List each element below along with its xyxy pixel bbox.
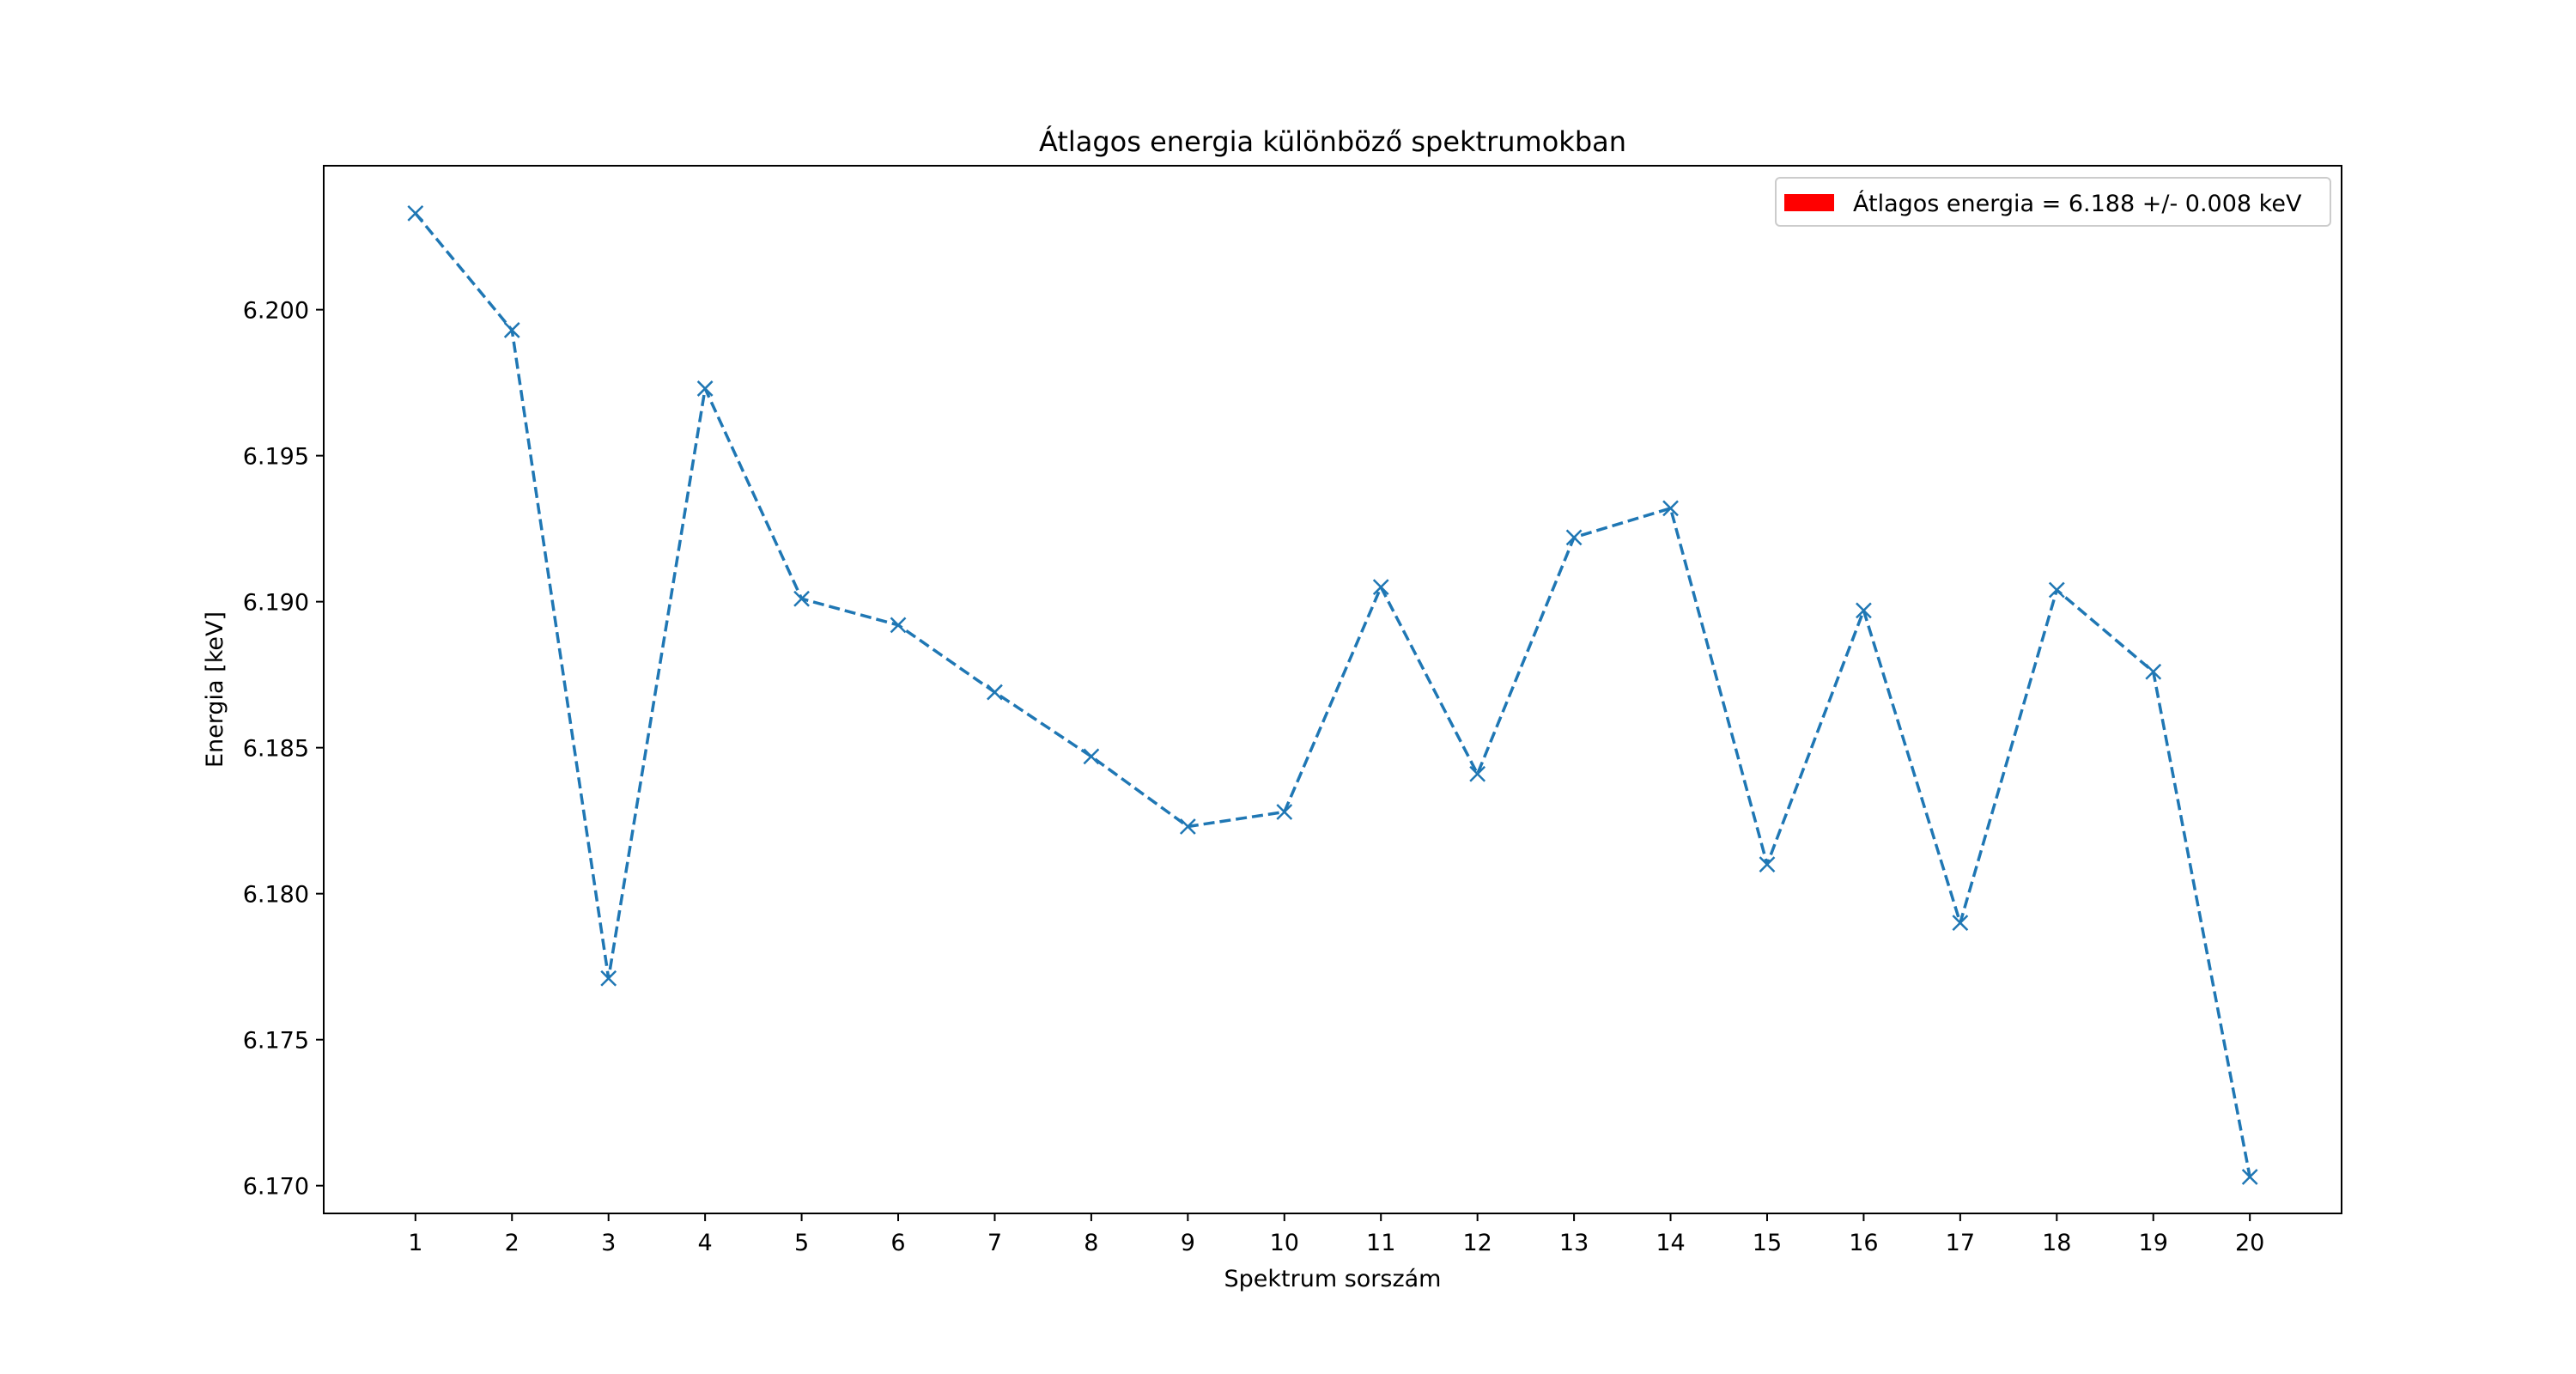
x-tick-label: 5 <box>794 1230 809 1256</box>
data-point <box>2048 581 2065 599</box>
x-tick-label: 16 <box>1849 1230 1878 1256</box>
x-tick-label: 12 <box>1462 1230 1492 1256</box>
data-point-marker-stroke <box>1179 818 1196 835</box>
y-tick-label: 6.175 <box>243 1028 309 1055</box>
data-point <box>1856 602 1872 619</box>
legend: Átlagos energia = 6.188 +/- 0.008 keV <box>1775 177 2331 227</box>
data-point-marker-stroke <box>987 684 1003 701</box>
legend-label: Átlagos energia = 6.188 +/- 0.008 keV <box>1853 190 2302 217</box>
data-point <box>2145 663 2162 680</box>
x-axis-ticks: 1 2 3 4 5 6 7 8 9 10 11 12 13 14 15 16 17 18 19 20 <box>408 1213 2264 1256</box>
data-point <box>1662 500 1679 517</box>
x-tick-label: 6 <box>890 1230 905 1256</box>
data-point <box>793 590 810 607</box>
y-tick-label: 6.185 <box>243 736 309 763</box>
x-tick-label: 17 <box>1946 1230 1975 1256</box>
series-layer <box>407 205 2258 1185</box>
data-point-marker-stroke <box>2145 663 2162 680</box>
x-tick-label: 9 <box>1181 1230 1195 1256</box>
data-point <box>1179 818 1196 835</box>
data-point-marker-stroke <box>2048 581 2065 599</box>
x-tick-label: 20 <box>2235 1230 2264 1256</box>
data-point <box>1952 915 1969 932</box>
x-tick-label: 18 <box>2042 1230 2071 1256</box>
data-point-marker-stroke <box>793 590 810 607</box>
data-point-marker-stroke <box>1952 915 1969 932</box>
data-point-marker-stroke <box>2241 1169 2258 1185</box>
x-tick-label: 8 <box>1084 1230 1098 1256</box>
data-point <box>987 684 1003 701</box>
x-tick-label: 11 <box>1366 1230 1395 1256</box>
x-axis-title: Spektrum sorszám <box>1224 1266 1442 1292</box>
y-tick-label: 6.180 <box>243 882 309 909</box>
data-point <box>503 322 520 338</box>
x-tick-label: 13 <box>1559 1230 1589 1256</box>
y-tick-label: 6.190 <box>243 590 309 617</box>
legend-box <box>1775 177 2331 227</box>
data-point <box>600 970 617 987</box>
x-tick-label: 3 <box>601 1230 616 1256</box>
plot-frame <box>323 165 2342 1214</box>
data-point <box>1276 804 1293 820</box>
data-point <box>890 617 907 634</box>
x-tick-label: 15 <box>1753 1230 1782 1256</box>
data-point <box>1565 529 1583 546</box>
data-point-marker-stroke <box>1083 748 1100 765</box>
data-point-marker-stroke <box>890 617 907 634</box>
data-point <box>2241 1169 2258 1185</box>
data-point <box>1372 579 1389 596</box>
data-point-marker-stroke <box>696 380 714 397</box>
y-tick-label: 6.195 <box>243 444 309 471</box>
data-point <box>1759 856 1776 873</box>
data-point-marker-stroke <box>1276 804 1293 820</box>
data-point <box>1083 748 1100 765</box>
x-tick-label: 1 <box>408 1230 422 1256</box>
data-point-marker-stroke <box>1662 500 1679 517</box>
data-point-marker-stroke <box>407 205 424 222</box>
data-point-marker-stroke <box>1565 529 1583 546</box>
data-point-marker-stroke <box>1372 579 1389 596</box>
data-point <box>696 380 714 397</box>
legend-swatch <box>1784 194 1834 211</box>
x-tick-label: 7 <box>987 1230 1002 1256</box>
x-tick-label: 14 <box>1656 1230 1685 1256</box>
chart-title: Átlagos energia különböző spektrumokban <box>1039 125 1626 158</box>
data-point-marker-stroke <box>1469 765 1486 782</box>
y-tick-label: 6.200 <box>243 298 309 325</box>
y-axis-title: Energia [keV] <box>202 611 228 768</box>
x-tick-label: 4 <box>698 1230 713 1256</box>
data-point <box>1469 765 1486 782</box>
data-point-marker-stroke <box>1759 856 1776 873</box>
x-tick-label: 2 <box>505 1230 519 1256</box>
y-axis-ticks: 6.170 6.175 6.180 6.185 6.190 6.195 6.200 <box>243 298 324 1201</box>
y-tick-label: 6.170 <box>243 1174 309 1201</box>
data-point-marker-stroke <box>600 970 617 987</box>
data-point-marker-stroke <box>503 322 520 338</box>
data-point <box>407 205 424 222</box>
data-point-marker-stroke <box>1856 602 1872 619</box>
x-tick-label: 19 <box>2139 1230 2168 1256</box>
series-line <box>414 212 2251 1177</box>
x-tick-label: 10 <box>1270 1230 1299 1256</box>
